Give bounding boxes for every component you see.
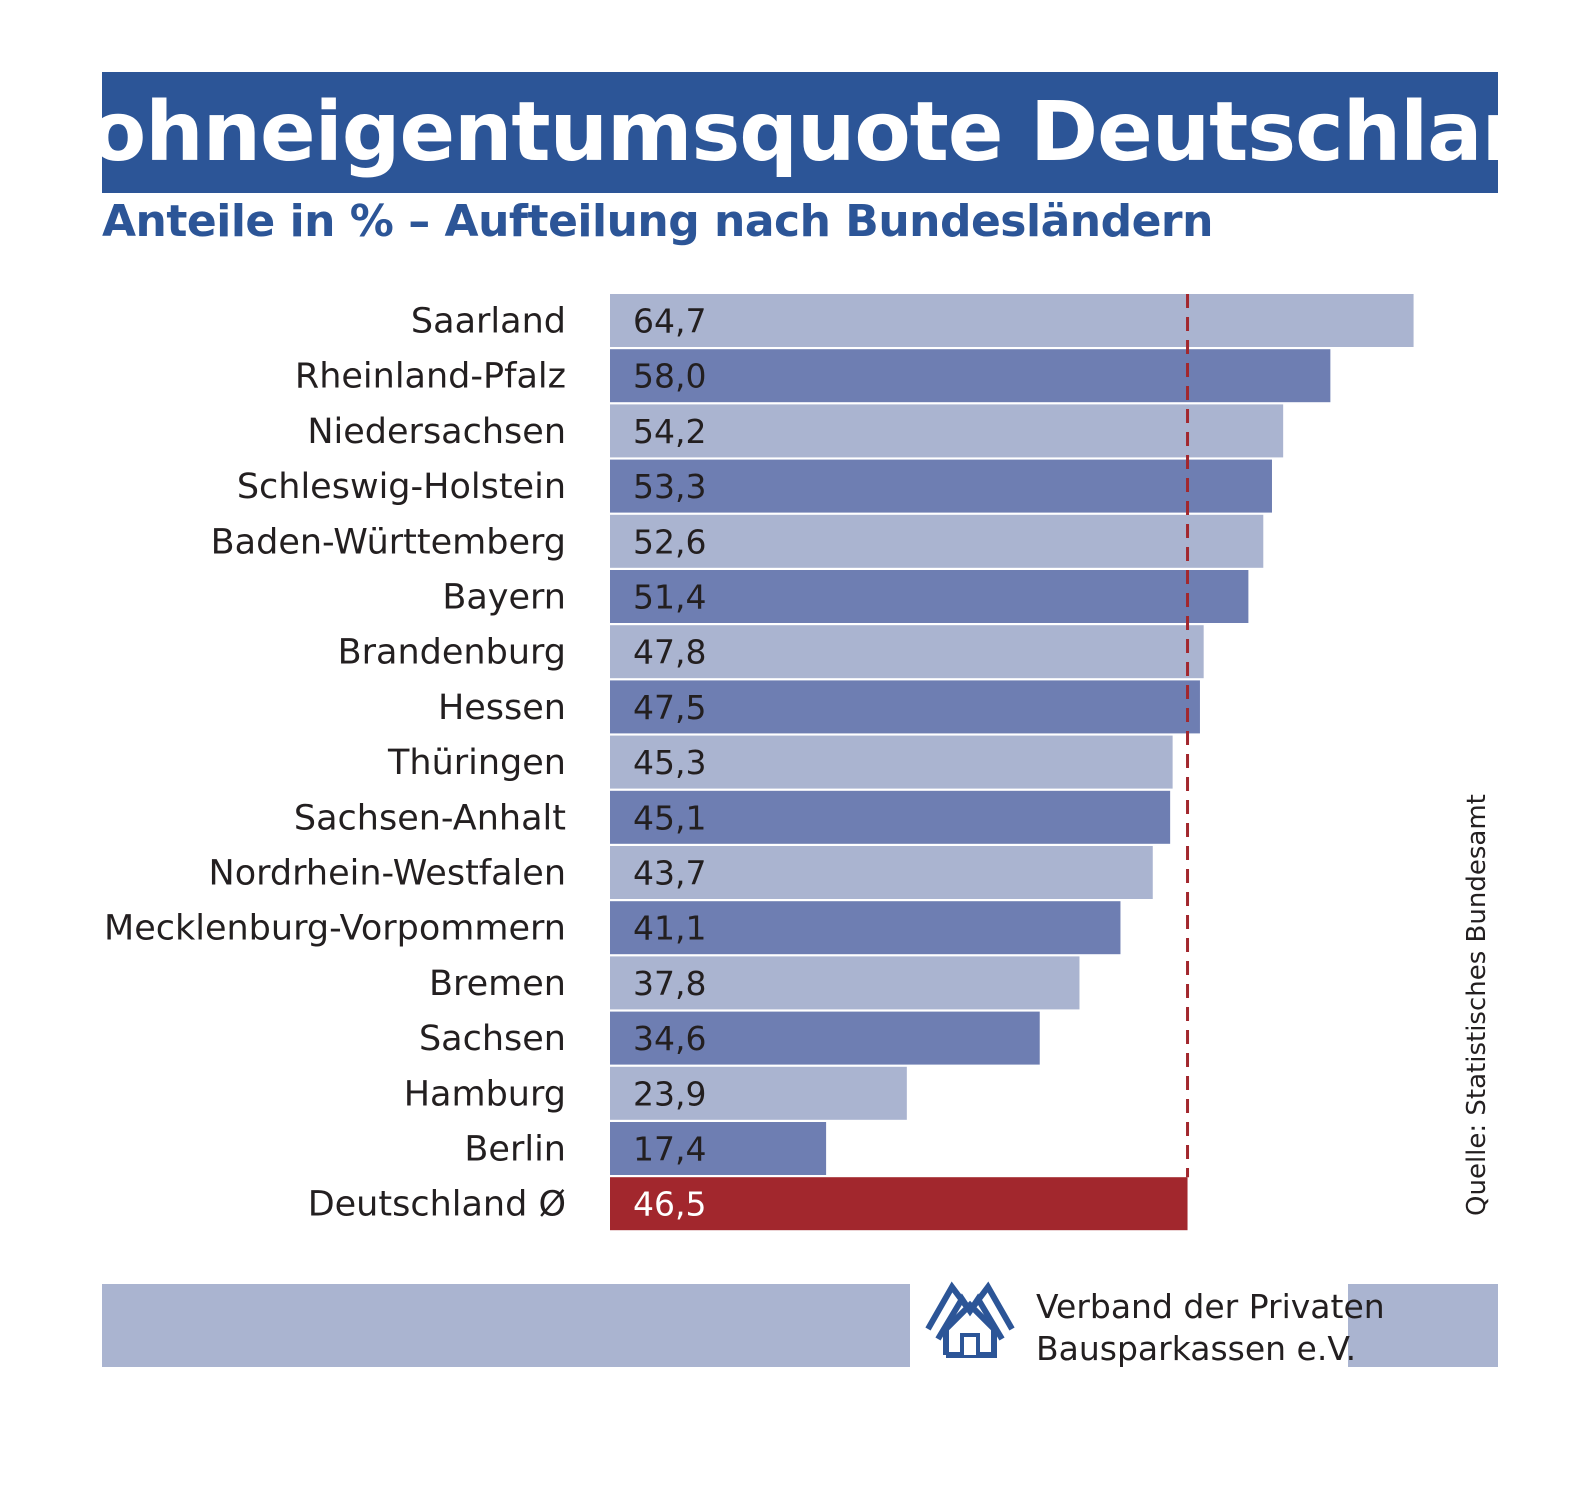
bar [610,901,1121,955]
category-label: Brandenburg [338,633,566,673]
footer-bar-right [1348,1284,1498,1367]
category-label: Hessen [438,688,566,728]
value-label: 34,6 [633,1019,706,1058]
bar [610,570,1249,623]
value-label: 45,3 [633,743,706,782]
value-label: 41,1 [633,909,706,948]
value-label: 37,8 [633,964,706,1003]
value-label: 43,7 [633,854,706,893]
bar-chart: Saarland 64,7 Rheinland-Pfalz 58,0 Niedersac… [104,294,1414,1231]
bar [610,349,1331,403]
bar [610,956,1080,1010]
bar [610,1122,827,1175]
bar [610,790,1171,844]
chart-title: Wohneigentumsquote Deutschland [3,85,1585,180]
bar [610,459,1272,513]
value-label: 23,9 [633,1074,706,1113]
value-label: 58,0 [633,357,706,396]
bar [610,1011,1040,1065]
value-label: 53,3 [633,467,706,506]
category-label: Saarland [411,302,566,342]
logo-line-1: Verband der Privaten [1036,1287,1385,1326]
value-label: 45,1 [633,798,706,837]
bar [610,514,1264,568]
logo-text: Verband der Privaten Bausparkassen e.V. [1036,1286,1385,1370]
category-label: Mecklenburg-Vorpommern [104,909,566,949]
value-label: 64,7 [633,302,706,341]
category-label: Thüringen [387,743,566,783]
value-label: 52,6 [633,522,706,561]
category-label: Sachsen [419,1019,566,1059]
value-label: 54,2 [633,412,706,451]
category-label: Baden-Württemberg [211,522,566,562]
category-label: Sachsen-Anhalt [294,798,566,838]
bar [610,680,1200,734]
source-note: Quelle: Statistisches Bundesamt [1462,794,1492,1216]
category-label: Berlin [464,1130,566,1170]
category-label: Hamburg [404,1074,566,1114]
title-bar: Wohneigentumsquote Deutschland [3,72,1585,193]
bar [610,1066,907,1120]
average-bar [610,1177,1188,1231]
category-label: Niedersachsen [307,412,566,452]
category-label: Bayern [442,578,566,618]
house-logo-icon [925,1281,1015,1358]
value-label: 47,8 [633,633,706,672]
value-label: 17,4 [633,1130,706,1169]
logo-line-2: Bausparkassen e.V. [1036,1329,1357,1368]
category-label: Bremen [429,964,566,1004]
bar [610,404,1284,458]
bar [610,625,1204,679]
value-label: 47,5 [633,688,706,727]
bar [610,846,1153,899]
bar [610,294,1414,347]
category-label: Rheinland-Pfalz [295,357,566,397]
chart-subtitle: Anteile in % – Aufteilung nach Bundeslän… [102,196,1213,247]
value-label: 46,5 [633,1185,706,1224]
bar [610,735,1173,789]
footer-bar-left [102,1284,910,1367]
category-label: Nordrhein-Westfalen [209,854,566,894]
value-label: 51,4 [633,578,706,617]
category-label: Deutschland Ø [308,1185,566,1225]
category-label: Schleswig-Holstein [237,467,566,507]
